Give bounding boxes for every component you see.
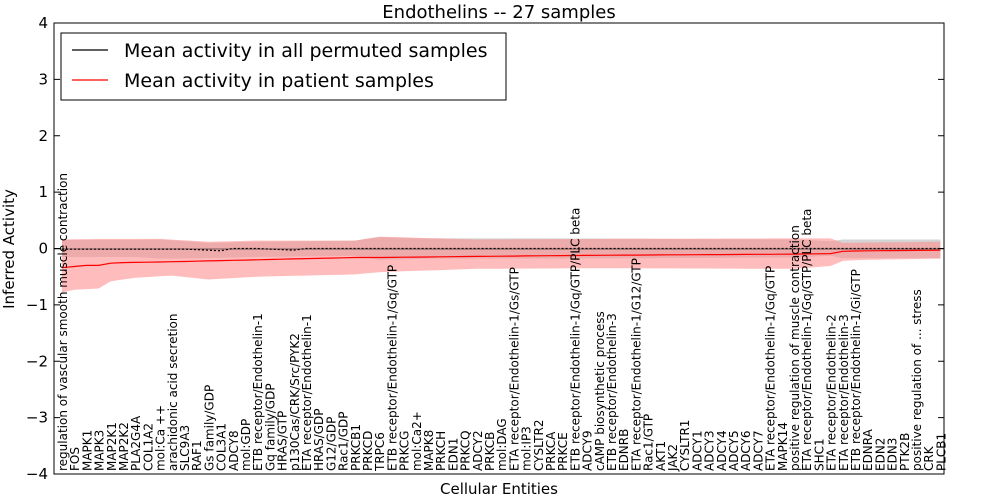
- series-line-permuted: [62, 247, 941, 252]
- x-tick-label: AKT1: [654, 441, 668, 471]
- x-tick-label: ADCY9: [581, 430, 595, 471]
- x-tick-label: arachidonic acid secretion: [166, 314, 180, 471]
- x-tick-label: HRAS/GTP: [276, 411, 290, 471]
- band-patient: [62, 236, 941, 293]
- legend: Mean activity in all permuted samples Me…: [60, 32, 507, 101]
- x-tick-label: EDN2: [873, 438, 887, 471]
- x-tick-label: ETB receptor/Endothelin-1/Gq/GTP: [385, 265, 399, 471]
- y-tick-label: −1: [26, 296, 48, 314]
- x-tick-label: PRKCB1: [349, 424, 363, 471]
- x-tick-label: CRK: [922, 445, 936, 471]
- x-tick-label: PRKCD: [361, 431, 375, 471]
- x-tick-label: PRKCB: [483, 432, 497, 471]
- x-tick-label: EDN1: [446, 438, 460, 471]
- y-tick-label: −4: [26, 465, 48, 483]
- x-tick-label: ADCY6: [739, 430, 753, 471]
- x-tick-label: PLCB1: [934, 433, 948, 471]
- x-tick-label: G12/GDP: [324, 417, 338, 471]
- x-tick-label: MAPK14: [776, 422, 790, 471]
- x-tick-label: Gs family/GDP: [202, 385, 216, 471]
- x-tick-label: p130Cas/CRK/Src/PYK2: [288, 333, 302, 471]
- x-tick-label: Rac1/GTP: [642, 414, 656, 471]
- x-tick-label: ADCY7: [751, 430, 765, 471]
- x-tick-label: ADCY4: [715, 430, 729, 471]
- x-tick-label: HRAS/GDP: [312, 408, 326, 471]
- x-tick-label: ETB receptor/Endothelin-1/Gq/GTP/PLC bet…: [568, 208, 582, 471]
- y-tick-label: 0: [38, 240, 48, 258]
- x-tick-label: SLC9A3: [178, 425, 192, 471]
- x-tick-label: ADCY3: [703, 430, 717, 471]
- series-line-patient: [61, 249, 941, 269]
- x-tick-label: ETB receptor/Endothelin-1/Gi/GTP: [849, 269, 863, 471]
- x-tick-label: Gq family/GDP: [263, 383, 277, 471]
- x-tick-label: MAPK8: [422, 430, 436, 471]
- y-tick-label: −3: [26, 409, 48, 427]
- x-tick-label: ETA receptor/Endothelin-2: [825, 314, 839, 471]
- x-tick-label: TRPC6: [373, 432, 387, 472]
- legend-label-permuted: Mean activity in all permuted samples: [124, 40, 487, 62]
- x-tick-label: COL3A1: [215, 423, 229, 471]
- x-tick-label: Rac1/GDP: [337, 412, 351, 471]
- chart-title: Endothelins -- 27 samples: [382, 2, 615, 23]
- x-tick-label: PRKCE: [556, 432, 570, 471]
- x-tick-label: MAPK3: [93, 430, 107, 471]
- x-tick-label: SHC1: [812, 438, 826, 471]
- x-tick-label: mol:IP3: [520, 426, 534, 471]
- x-tick-label: PRKCG: [398, 431, 412, 471]
- x-tick-label: ADCY8: [227, 430, 241, 471]
- x-tick-label: MAP2K2: [117, 422, 131, 471]
- x-tick-label: COL1A2: [141, 423, 155, 471]
- x-tick-label: CYSLTR2: [532, 420, 546, 471]
- x-tick-label: ADCY5: [727, 430, 741, 471]
- x-tick-label: PRKCQ: [459, 430, 473, 471]
- x-tick-label: ETA receptor/Endothelin-3: [837, 314, 851, 471]
- x-tick-label: EDN3: [886, 438, 900, 471]
- x-tick-label: FOS: [68, 447, 82, 471]
- x-tick-label: ADCY1: [690, 430, 704, 471]
- y-tick-label: 3: [38, 70, 48, 88]
- x-tick-label: ETB receptor/Endothelin-1: [251, 313, 265, 471]
- x-tick-label: PTK2B: [898, 433, 912, 471]
- x-tick-label: ADCY2: [471, 430, 485, 471]
- y-tick-label: 4: [38, 14, 48, 32]
- x-tick-label: mol:Ca2+: [410, 411, 424, 471]
- legend-label-patient: Mean activity in patient samples: [124, 70, 434, 92]
- x-tick-label: positive regulation of muscle contractio…: [788, 225, 802, 471]
- x-tick-label: PRKCA: [544, 431, 558, 471]
- x-tick-label: ETA receptor/Endothelin-1/Gq/GTP/PLC bet…: [800, 209, 814, 471]
- plot-area: [53, 22, 945, 475]
- x-tick-label: EDNRA: [861, 428, 875, 471]
- x-tick-label: regulation of vascular smooth muscle con…: [56, 173, 70, 471]
- x-tick-label: ETA receptor/Endothelin-1/G12/GTP: [629, 258, 643, 471]
- x-tick-label: PRKCH: [434, 431, 448, 471]
- x-tick-label: MAP2K1: [105, 422, 119, 471]
- x-axis-label: Cellular Entities: [440, 480, 558, 498]
- x-tick-label: mol:DAG: [495, 418, 509, 471]
- y-tick-label: −2: [26, 352, 48, 370]
- x-tick-label: cAMP biosynthetic process: [593, 311, 607, 471]
- y-tick-label: 1: [38, 183, 48, 201]
- x-tick-label: RAF1: [190, 440, 204, 471]
- x-tick-label: PLA2G4A: [129, 415, 143, 471]
- x-tick-label: CYSLTR1: [678, 420, 692, 471]
- y-axis-label: Inferred Activity: [0, 189, 18, 309]
- x-tick-label: MAPK1: [80, 430, 94, 471]
- y-tick-label: 2: [38, 127, 48, 145]
- x-tick-label: mol:Ca ++: [154, 405, 168, 471]
- x-tick-label: EDNRB: [617, 429, 631, 471]
- x-tick-label: JAK2: [666, 444, 680, 472]
- x-tick-label: ETA receptor/Endothelin-1: [300, 314, 314, 471]
- x-tick-label: positive regulation of ... stress: [910, 289, 924, 471]
- x-tick-label: ETA receptor/Endothelin-1/Gs/GTP: [507, 267, 521, 471]
- x-tick-label: ETA receptor/Endothelin-1/Gq/GTP: [764, 266, 778, 471]
- x-tick-label: mol:GDP: [239, 419, 253, 471]
- x-tick-label: ETB receptor/Endothelin-3: [605, 313, 619, 471]
